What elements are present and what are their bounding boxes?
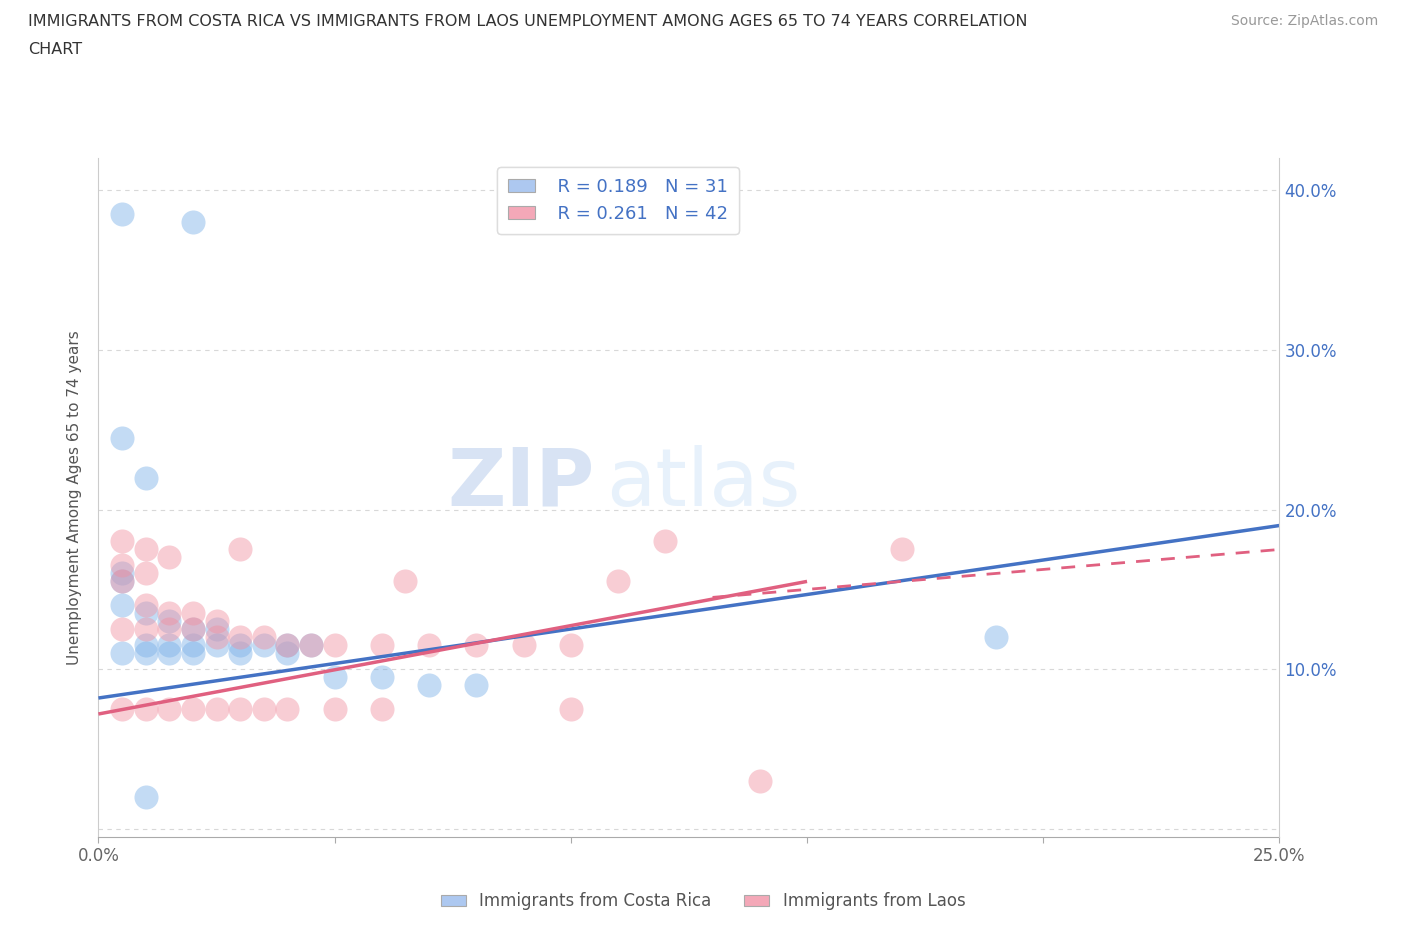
Point: [157, 645, 180, 660]
Point: [181, 622, 204, 637]
Point: [181, 638, 204, 653]
Point: [560, 638, 582, 653]
Point: [229, 638, 252, 653]
Point: [418, 638, 440, 653]
Point: [111, 574, 134, 589]
Point: [984, 630, 1007, 644]
Point: [111, 702, 134, 717]
Text: CHART: CHART: [28, 42, 82, 57]
Point: [135, 566, 157, 581]
Point: [205, 614, 228, 629]
Point: [748, 774, 770, 789]
Point: [323, 670, 346, 684]
Point: [135, 638, 157, 653]
Point: [157, 550, 180, 565]
Text: ZIP: ZIP: [447, 445, 595, 523]
Point: [229, 630, 252, 644]
Point: [323, 638, 346, 653]
Point: [135, 598, 157, 613]
Point: [465, 638, 488, 653]
Point: [111, 566, 134, 581]
Point: [512, 638, 534, 653]
Point: [371, 702, 394, 717]
Point: [253, 638, 276, 653]
Point: [253, 630, 276, 644]
Point: [890, 542, 912, 557]
Point: [299, 638, 322, 653]
Point: [135, 471, 157, 485]
Text: atlas: atlas: [606, 445, 800, 523]
Point: [276, 638, 298, 653]
Point: [253, 702, 276, 717]
Point: [181, 702, 204, 717]
Point: [111, 206, 134, 221]
Text: Source: ZipAtlas.com: Source: ZipAtlas.com: [1230, 14, 1378, 28]
Point: [229, 702, 252, 717]
Point: [205, 630, 228, 644]
Point: [299, 638, 322, 653]
Point: [157, 614, 180, 629]
Point: [157, 638, 180, 653]
Point: [181, 622, 204, 637]
Point: [371, 670, 394, 684]
Point: [205, 622, 228, 637]
Point: [276, 645, 298, 660]
Text: IMMIGRANTS FROM COSTA RICA VS IMMIGRANTS FROM LAOS UNEMPLOYMENT AMONG AGES 65 TO: IMMIGRANTS FROM COSTA RICA VS IMMIGRANTS…: [28, 14, 1028, 29]
Point: [157, 702, 180, 717]
Point: [229, 645, 252, 660]
Point: [181, 606, 204, 621]
Legend: Immigrants from Costa Rica, Immigrants from Laos: Immigrants from Costa Rica, Immigrants f…: [434, 885, 972, 917]
Point: [276, 638, 298, 653]
Point: [157, 606, 180, 621]
Point: [135, 645, 157, 660]
Y-axis label: Unemployment Among Ages 65 to 74 years: Unemployment Among Ages 65 to 74 years: [67, 330, 83, 665]
Point: [111, 558, 134, 573]
Point: [111, 645, 134, 660]
Point: [560, 702, 582, 717]
Point: [111, 598, 134, 613]
Point: [394, 574, 416, 589]
Point: [135, 606, 157, 621]
Point: [205, 638, 228, 653]
Point: [465, 678, 488, 693]
Point: [276, 702, 298, 717]
Legend:   R = 0.189   N = 31,   R = 0.261   N = 42: R = 0.189 N = 31, R = 0.261 N = 42: [498, 167, 740, 233]
Point: [371, 638, 394, 653]
Point: [135, 542, 157, 557]
Point: [111, 574, 134, 589]
Point: [135, 702, 157, 717]
Point: [135, 790, 157, 804]
Point: [111, 622, 134, 637]
Point: [205, 702, 228, 717]
Point: [654, 534, 676, 549]
Point: [135, 622, 157, 637]
Point: [111, 534, 134, 549]
Point: [607, 574, 630, 589]
Point: [323, 702, 346, 717]
Point: [157, 622, 180, 637]
Point: [418, 678, 440, 693]
Point: [181, 645, 204, 660]
Point: [229, 542, 252, 557]
Point: [111, 431, 134, 445]
Point: [181, 215, 204, 230]
